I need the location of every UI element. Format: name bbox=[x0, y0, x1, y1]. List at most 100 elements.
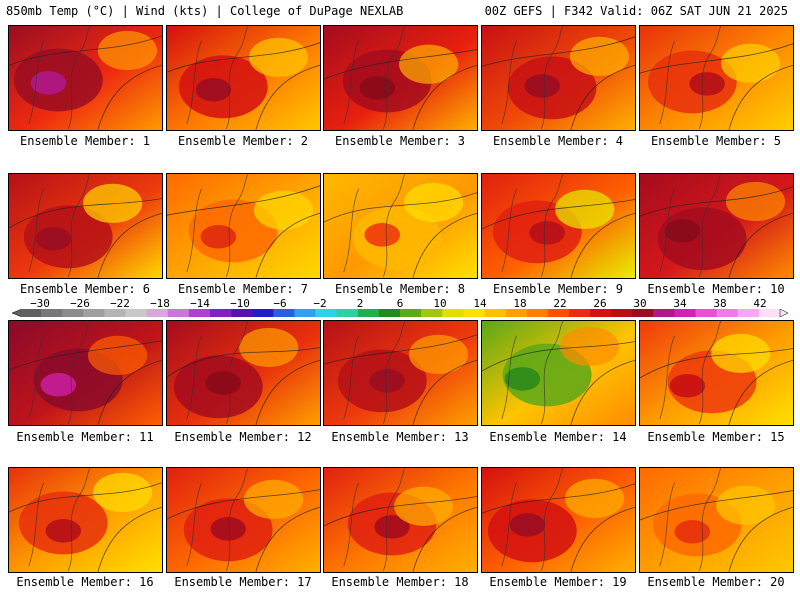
height-contour bbox=[482, 36, 635, 130]
ensemble-member-label: Ensemble Member: 20 bbox=[647, 575, 785, 589]
hot-core bbox=[210, 517, 246, 541]
ensemble-member-map-17 bbox=[166, 467, 321, 573]
ensemble-member-map-2 bbox=[166, 25, 321, 131]
terrain-contour bbox=[501, 468, 564, 572]
ensemble-member-map-20 bbox=[639, 467, 794, 573]
hot-core bbox=[205, 371, 242, 395]
colorbar-tick-label: −14 bbox=[190, 297, 210, 310]
ensemble-member-label: Ensemble Member: 17 bbox=[174, 575, 312, 589]
colorbar-segment bbox=[484, 309, 506, 317]
terrain-contour bbox=[501, 321, 564, 425]
colorbar-segment bbox=[83, 309, 105, 317]
colorbar-segment bbox=[758, 309, 781, 317]
run-valid-time: 00Z GEFS | F342 Valid: 06Z SAT JUN 21 20… bbox=[484, 4, 788, 18]
hot-core bbox=[200, 225, 237, 249]
colorbar-segment bbox=[421, 309, 443, 317]
height-contour bbox=[9, 198, 162, 278]
ensemble-member-map-9 bbox=[481, 173, 636, 279]
terrain-contour bbox=[186, 174, 249, 278]
colorbar-segment bbox=[252, 309, 274, 317]
ensemble-member-map-13 bbox=[323, 320, 478, 426]
ensemble-member-label: Ensemble Member: 13 bbox=[331, 430, 469, 444]
hot-core bbox=[689, 72, 725, 96]
ensemble-member-map-4 bbox=[481, 25, 636, 131]
height-contour bbox=[167, 42, 320, 130]
terrain-contour bbox=[186, 26, 249, 130]
colorbar-tick-label: 22 bbox=[553, 297, 567, 310]
hot-core bbox=[40, 373, 77, 397]
ensemble-member-label: Ensemble Member: 2 bbox=[177, 134, 309, 148]
terrain-contour bbox=[659, 321, 722, 425]
ensemble-member-map-18 bbox=[323, 467, 478, 573]
cool-region bbox=[92, 472, 153, 513]
height-contour bbox=[482, 199, 635, 278]
colorbar-tick-label: −22 bbox=[110, 297, 130, 310]
terrain-contour bbox=[343, 321, 406, 425]
colorbar-segment bbox=[315, 309, 337, 317]
cool-region bbox=[564, 478, 625, 519]
ensemble-member-label: Ensemble Member: 5 bbox=[650, 134, 782, 148]
colorbar-tick-label: −2 bbox=[313, 297, 327, 310]
height-contour bbox=[167, 185, 320, 278]
colorbar-segment bbox=[104, 309, 126, 317]
colorbar-segment bbox=[357, 309, 380, 317]
colorbar-tick-label: −18 bbox=[150, 297, 170, 310]
colorbar-tick-label: −26 bbox=[70, 297, 90, 310]
height-contour bbox=[482, 341, 635, 425]
colorbar-segment bbox=[632, 309, 654, 317]
cool-region bbox=[408, 334, 469, 374]
colorbar-segment bbox=[294, 309, 316, 317]
hot-core bbox=[35, 226, 72, 251]
height-contour bbox=[324, 192, 477, 278]
colorbar-segment bbox=[590, 309, 612, 317]
cool-region bbox=[711, 333, 771, 373]
colorbar-tick-label: 30 bbox=[633, 297, 647, 310]
terrain-contour bbox=[343, 26, 406, 130]
ensemble-member-map-16 bbox=[8, 467, 163, 573]
hot-core bbox=[509, 513, 546, 537]
ensemble-member-label: Ensemble Member: 10 bbox=[647, 282, 785, 296]
ensemble-member-map-11 bbox=[8, 320, 163, 426]
terrain-contour bbox=[343, 468, 406, 572]
terrain-contour bbox=[501, 26, 564, 130]
terrain-contour bbox=[186, 468, 249, 572]
ensemble-member-label: Ensemble Member: 16 bbox=[16, 575, 154, 589]
colorbar-segment bbox=[231, 309, 253, 317]
colorbar-segment bbox=[653, 309, 675, 317]
ensemble-member-map-19 bbox=[481, 467, 636, 573]
ensemble-member-map-1 bbox=[8, 25, 163, 131]
hot-core bbox=[369, 369, 405, 393]
cool-region bbox=[569, 36, 630, 77]
ensemble-member-map-5 bbox=[639, 25, 794, 131]
height-contour bbox=[9, 340, 162, 425]
hot-core bbox=[529, 221, 565, 245]
colorbar-tick-label: 6 bbox=[396, 297, 404, 310]
colorbar-segment bbox=[20, 309, 42, 317]
ensemble-member-map-3 bbox=[323, 25, 478, 131]
hot-core bbox=[524, 74, 560, 98]
cool-region bbox=[248, 37, 309, 78]
colorbar-segment bbox=[716, 309, 739, 317]
colorbar-segment bbox=[336, 309, 359, 317]
height-contour bbox=[640, 348, 793, 425]
cool-region bbox=[399, 44, 459, 84]
colorbar-tick-label: 18 bbox=[513, 297, 527, 310]
cool-region bbox=[720, 43, 781, 83]
height-contour bbox=[167, 489, 320, 572]
hot-core bbox=[664, 219, 701, 243]
height-contour bbox=[324, 334, 477, 425]
hot-core bbox=[674, 520, 711, 544]
ensemble-member-label: Ensemble Member: 8 bbox=[334, 282, 466, 296]
colorbar-segment bbox=[400, 309, 422, 317]
ensemble-member-map-8 bbox=[323, 173, 478, 279]
colorbar-tick-label: 2 bbox=[356, 297, 364, 310]
hot-core bbox=[364, 223, 401, 247]
colorbar-segment bbox=[210, 309, 232, 317]
hot-core bbox=[374, 515, 410, 539]
ensemble-member-label: Ensemble Member: 7 bbox=[177, 282, 309, 296]
ensemble-member-label: Ensemble Member: 3 bbox=[334, 134, 466, 148]
ensemble-member-map-6 bbox=[8, 173, 163, 279]
colorbar-tick-label: 10 bbox=[433, 297, 447, 310]
ensemble-member-label: Ensemble Member: 9 bbox=[492, 282, 624, 296]
hot-core bbox=[669, 373, 706, 398]
